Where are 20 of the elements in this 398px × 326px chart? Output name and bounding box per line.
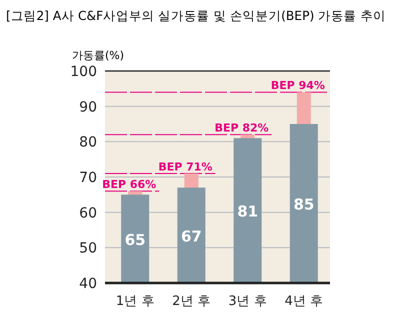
data-label: 85 xyxy=(293,196,314,214)
data-label: 67 xyxy=(180,227,202,246)
ref-line-label: BEP 71% xyxy=(158,160,212,174)
chart-title: [그림2] A사 C&F사업부의 실가동률 및 손익분기(BEP) 가동률 추이 xyxy=(6,8,393,23)
y-axis-title: 가동률(%) xyxy=(72,49,124,62)
x-tick-label: 2년 후 xyxy=(172,294,211,309)
data-label: 81 xyxy=(237,202,258,221)
y-tick-label: 60 xyxy=(79,205,97,222)
y-tick-label: 80 xyxy=(79,134,97,151)
y-tick-label: 100 xyxy=(70,64,97,80)
x-tick-label: 3년 후 xyxy=(228,294,267,309)
x-tick-label: 4년 후 xyxy=(284,294,324,309)
y-tick-label: 50 xyxy=(79,240,97,257)
ref-line-label: BEP 66% xyxy=(102,178,156,192)
ref-line-label: BEP 94% xyxy=(270,79,325,92)
y-tick-label: 70 xyxy=(79,170,97,186)
y-tick-label: 40 xyxy=(79,276,97,292)
x-tick-label: 1년 후 xyxy=(116,294,154,309)
y-tick-label: 90 xyxy=(79,99,97,116)
ref-line-label: BEP 82% xyxy=(214,122,269,135)
